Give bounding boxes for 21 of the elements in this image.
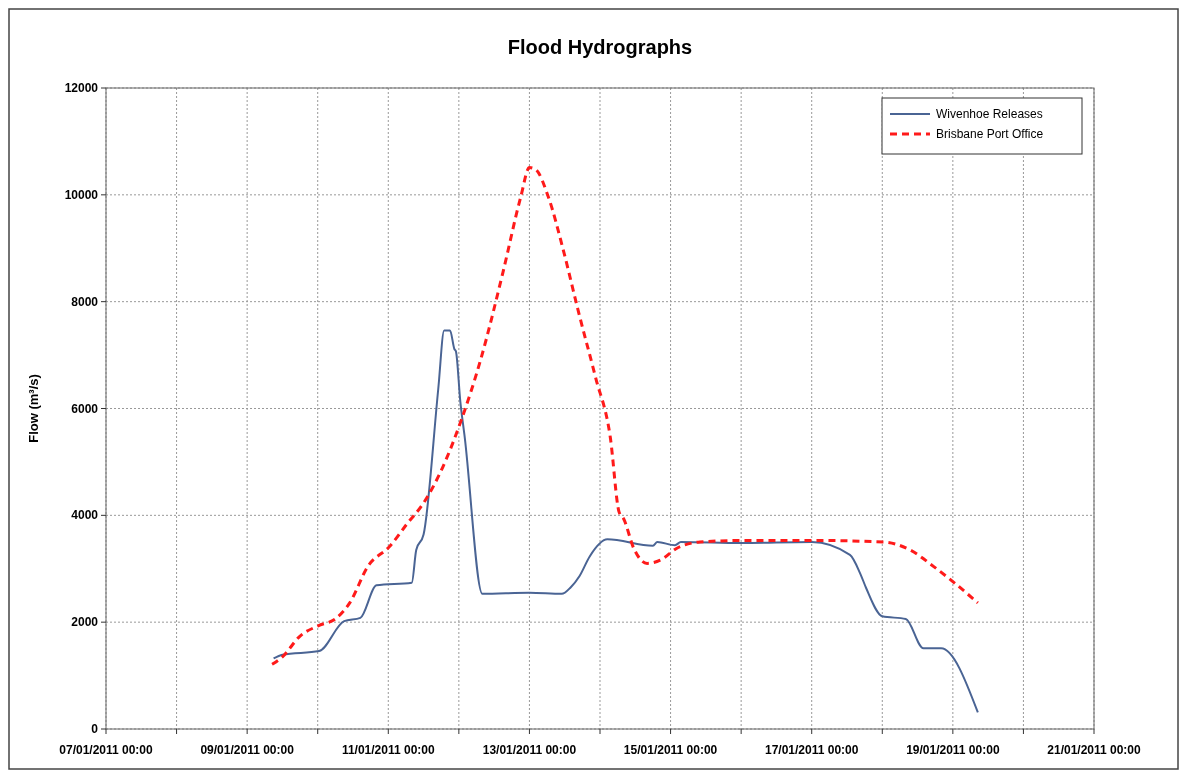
x-tick-label: 11/01/2011 00:00 xyxy=(341,743,435,757)
line-series xyxy=(270,166,980,666)
x-tick-label: 07/01/2011 00:00 xyxy=(59,743,154,757)
y-tick-label: 2000 xyxy=(71,615,99,630)
y-tick-label: 0 xyxy=(91,722,99,736)
y-tick-label: 8000 xyxy=(71,294,99,309)
x-tick-label: 19/01/2011 00:00 xyxy=(906,743,1000,757)
x-tick-label: 15/01/2011 00:00 xyxy=(623,743,718,757)
y-axis-title: Flow (m³/s) xyxy=(26,374,41,443)
y-tick-label: 6000 xyxy=(71,401,99,416)
y-tick-label: 10000 xyxy=(64,187,99,202)
y-tick-label: 4000 xyxy=(71,508,99,523)
legend-label: Brisbane Port Office xyxy=(936,127,1044,141)
x-tick-label: 13/01/2011 00:00 xyxy=(482,743,577,757)
y-tick-label: 12000 xyxy=(64,81,99,95)
x-tick-label: 09/01/2011 00:00 xyxy=(200,743,295,757)
legend-label: Wivenhoe Releases xyxy=(936,107,1043,121)
chart-title: Flood Hydrographs xyxy=(507,36,693,58)
line-series xyxy=(272,329,979,714)
x-tick-label: 17/01/2011 00:00 xyxy=(765,743,859,757)
x-tick-label: 21/01/2011 00:00 xyxy=(1047,743,1142,757)
